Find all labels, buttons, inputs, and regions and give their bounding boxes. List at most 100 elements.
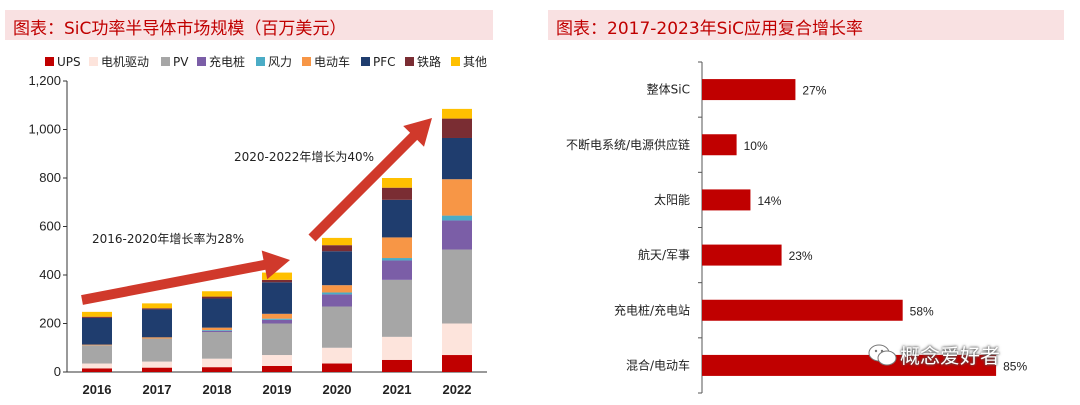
bar-segment	[382, 279, 412, 337]
y-tick-label: 1,200	[28, 73, 61, 88]
bar-segment	[202, 358, 232, 368]
bar-segment	[262, 272, 292, 280]
bar-segment	[262, 282, 292, 314]
legend-swatch	[197, 57, 206, 66]
bar-segment	[322, 285, 352, 293]
bar-segment	[82, 344, 112, 346]
category-label: 航天/军事	[638, 247, 690, 262]
growth-rate-chart-panel: 图表：2017-2023年SiC应用复合增长率 整体SiC 27% 不断电系统/电源…	[540, 0, 1080, 405]
value-label: 14%	[757, 194, 781, 208]
category-label: 充电桩/充电站	[614, 302, 690, 317]
bar-segment	[142, 308, 172, 310]
bar-segment	[322, 363, 352, 372]
legend-label: 充电桩	[209, 54, 245, 69]
category-label: 混合/电动车	[626, 357, 690, 372]
bar-segment	[442, 215, 472, 221]
category-label: 不断电系统/电源供应链	[566, 137, 690, 152]
bar-segment	[142, 309, 172, 338]
bar-segment	[262, 365, 292, 372]
right-chart-title: 图表：2017-2023年SiC应用复合增长率	[556, 19, 864, 39]
y-tick-label: 400	[39, 267, 61, 282]
bar-segment	[442, 118, 472, 138]
bar-segment	[382, 199, 412, 238]
x-tick-label: 2020	[323, 382, 352, 397]
legend-label: 铁路	[417, 54, 441, 69]
x-tick-label: 2022	[443, 382, 472, 397]
legend-swatch	[451, 57, 460, 66]
x-tick-label: 2016	[83, 382, 112, 397]
watermark-text: 概念爱好者	[900, 344, 1000, 368]
left-title-bar: 图表：SiC功率半导体市场规模（百万美元）	[5, 10, 493, 40]
bar-segment	[202, 330, 232, 332]
value-label: 58%	[910, 304, 934, 318]
bar-segment	[202, 291, 232, 297]
growth-arrow-2016-2020-shape	[81, 250, 290, 305]
bar-segment	[202, 327, 232, 331]
bar-segment	[322, 292, 352, 295]
bar-segment	[262, 355, 292, 366]
bar-segment	[322, 237, 352, 246]
bar-segment	[262, 313, 292, 319]
bar-segment	[442, 249, 472, 324]
legend-swatch	[361, 57, 370, 66]
legend-label: 风力	[268, 55, 292, 69]
bar-segment	[82, 368, 112, 372]
bar-segment	[382, 336, 412, 360]
bar-segment	[442, 355, 472, 372]
annotation-2016-2020: 2016-2020年增长率为28%	[92, 231, 244, 246]
bar-segment	[142, 361, 172, 368]
bar-segment	[382, 260, 412, 280]
bar-segment	[442, 323, 472, 356]
bar-segment	[322, 347, 352, 364]
bar-segment	[382, 359, 412, 372]
bar-segment	[202, 296, 232, 299]
y-tick-label: 600	[39, 219, 61, 234]
hbar	[702, 189, 751, 211]
growth-arrow-2016-2020	[81, 250, 290, 305]
bar-segment	[322, 251, 352, 286]
bar-segment	[442, 179, 472, 216]
bar-segment	[202, 298, 232, 328]
bar-segment	[82, 316, 112, 318]
horizontal-bar-chart: 整体SiC 27% 不断电系统/电源供应链 10% 太阳能 14% 航天/军事 23% 充电桩/…	[566, 61, 1027, 394]
bar-segment	[262, 323, 292, 356]
bar-segment	[442, 220, 472, 250]
bar-segment	[442, 137, 472, 180]
left-chart-title: 图表：SiC功率半导体市场规模（百万美元）	[13, 19, 347, 39]
right-title-bar: 图表：2017-2023年SiC应用复合增长率	[548, 10, 1064, 40]
y-tick-label: 1,000	[28, 122, 61, 137]
x-tick-label: 2021	[383, 382, 412, 397]
legend-label: 电动车	[314, 54, 350, 69]
growth-arrow-2020-2022-shape	[308, 118, 432, 242]
bar-segment	[82, 311, 112, 317]
bar-segment	[322, 294, 352, 307]
bar-segment	[82, 345, 112, 364]
legend-swatch	[45, 57, 54, 66]
value-label: 10%	[744, 139, 768, 153]
bar-segment	[262, 279, 292, 283]
legend-label: 电机驱动	[101, 55, 149, 69]
bar-segment	[202, 330, 232, 331]
category-label: 整体SiC	[647, 82, 690, 97]
bar-segment	[322, 306, 352, 348]
bar-segment	[382, 187, 412, 200]
y-tick-label: 0	[54, 364, 61, 379]
market-size-chart-panel: 图表：SiC功率半导体市场规模（百万美元） 0 200 400 600 800 1,000…	[0, 0, 532, 405]
bar-segment	[142, 337, 172, 339]
bar-segment	[382, 178, 412, 188]
stacked-bar-chart: 0 200 400 600 800 1,000 1,200 2016 2017 2018 2019 2…	[28, 54, 487, 397]
legend-label: 其他	[463, 55, 487, 69]
legend-swatch	[405, 57, 414, 66]
hbar	[702, 134, 737, 156]
bar-segment	[262, 319, 292, 324]
wechat-icon	[868, 344, 897, 366]
growth-arrow-2020-2022	[308, 118, 432, 242]
legend-label: PFC	[373, 55, 396, 69]
bar-segment	[202, 367, 232, 372]
legend-label: UPS	[57, 55, 81, 69]
legend-swatch	[256, 57, 265, 66]
bar-segment	[82, 363, 112, 369]
bar-segment	[382, 258, 412, 261]
hbar	[702, 299, 903, 321]
bar-segment	[382, 237, 412, 259]
